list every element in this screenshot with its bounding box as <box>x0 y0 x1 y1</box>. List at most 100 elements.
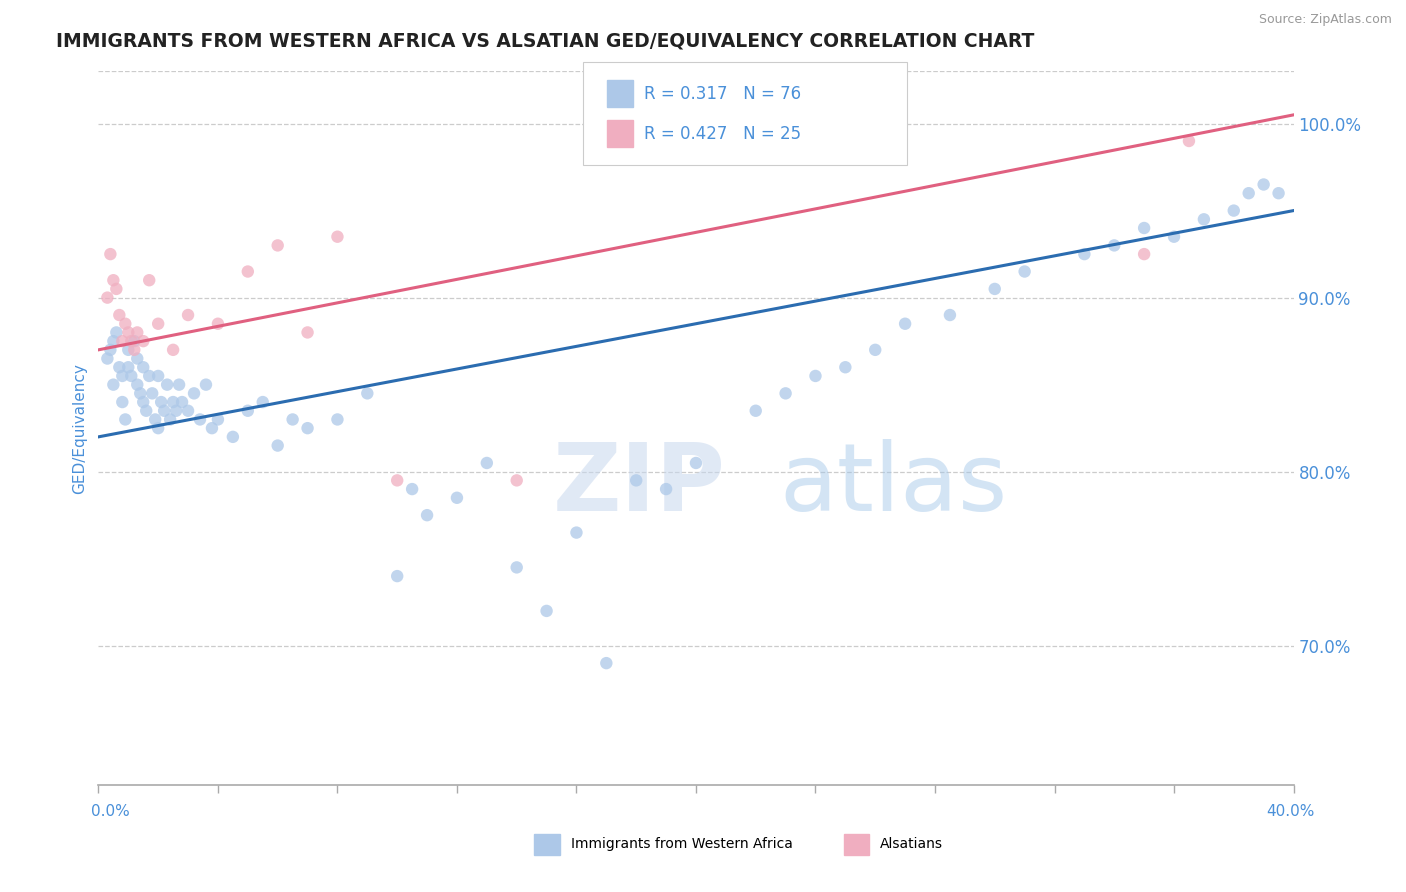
Point <box>124 343 146 357</box>
Point <box>297 421 319 435</box>
Point <box>141 386 163 401</box>
Point <box>1192 212 1215 227</box>
Point <box>108 308 131 322</box>
Y-axis label: GED/Equivalency: GED/Equivalency <box>72 363 87 493</box>
Point <box>626 474 648 488</box>
Point <box>207 317 229 331</box>
Point <box>132 334 155 348</box>
Point <box>153 403 176 417</box>
Point <box>132 360 155 375</box>
Point <box>148 368 170 383</box>
Point <box>804 368 827 383</box>
Point <box>475 456 498 470</box>
Point <box>96 351 118 366</box>
Point <box>1163 229 1185 244</box>
Point <box>124 334 146 348</box>
Point <box>177 308 200 322</box>
Point <box>984 282 1007 296</box>
Point <box>506 474 529 488</box>
Point <box>1223 203 1246 218</box>
Point <box>103 334 125 348</box>
Point <box>114 317 136 331</box>
Point <box>138 368 160 383</box>
Point <box>281 412 304 426</box>
Point <box>1014 264 1036 278</box>
Point <box>111 395 134 409</box>
Point <box>98 343 122 357</box>
Point <box>129 386 152 401</box>
Point <box>1178 134 1201 148</box>
Point <box>143 412 166 426</box>
Point <box>138 273 160 287</box>
Text: atlas: atlas <box>779 439 1008 532</box>
Point <box>201 421 224 435</box>
Point <box>1253 178 1275 192</box>
Point <box>108 360 131 375</box>
Text: 40.0%: 40.0% <box>1267 805 1315 819</box>
Point <box>150 395 173 409</box>
Point <box>446 491 468 505</box>
Point <box>167 377 190 392</box>
Point <box>159 412 181 426</box>
Point <box>111 334 134 348</box>
Point <box>506 560 529 574</box>
Point <box>685 456 707 470</box>
Point <box>1133 247 1156 261</box>
Point <box>207 412 229 426</box>
Point <box>98 247 122 261</box>
Point <box>252 395 274 409</box>
Point <box>1104 238 1126 252</box>
Point <box>111 368 134 383</box>
Point <box>120 368 142 383</box>
Point <box>117 343 139 357</box>
Point <box>834 360 856 375</box>
Text: IMMIGRANTS FROM WESTERN AFRICA VS ALSATIAN GED/EQUIVALENCY CORRELATION CHART: IMMIGRANTS FROM WESTERN AFRICA VS ALSATI… <box>56 31 1035 50</box>
Point <box>117 360 139 375</box>
Point <box>162 343 184 357</box>
Point <box>114 412 136 426</box>
Point <box>536 604 558 618</box>
Point <box>1237 186 1260 201</box>
Point <box>177 403 200 417</box>
Text: R = 0.427   N = 25: R = 0.427 N = 25 <box>644 125 801 143</box>
Point <box>127 377 149 392</box>
Point <box>565 525 588 540</box>
Point <box>1267 186 1289 201</box>
Point <box>297 326 319 340</box>
Text: 0.0%: 0.0% <box>91 805 131 819</box>
Point <box>236 264 259 278</box>
Point <box>865 343 887 357</box>
Point <box>165 403 187 417</box>
Point <box>120 334 142 348</box>
Point <box>156 377 179 392</box>
Text: Source: ZipAtlas.com: Source: ZipAtlas.com <box>1258 13 1392 27</box>
Point <box>1073 247 1095 261</box>
Point <box>188 412 211 426</box>
Text: Immigrants from Western Africa: Immigrants from Western Africa <box>571 837 793 851</box>
Point <box>939 308 962 322</box>
Point <box>103 273 125 287</box>
Point <box>385 569 409 583</box>
Point <box>96 291 118 305</box>
Point <box>222 430 245 444</box>
Point <box>162 395 184 409</box>
Text: R = 0.317   N = 76: R = 0.317 N = 76 <box>644 85 801 103</box>
Point <box>127 326 149 340</box>
Point <box>105 282 128 296</box>
Point <box>416 508 439 523</box>
Point <box>127 351 149 366</box>
Point <box>745 403 768 417</box>
Point <box>356 386 378 401</box>
Text: ZIP: ZIP <box>553 439 725 532</box>
Text: Alsatians: Alsatians <box>880 837 943 851</box>
Point <box>183 386 205 401</box>
Point <box>132 395 155 409</box>
Point <box>236 403 259 417</box>
Point <box>1133 221 1156 235</box>
Point <box>117 326 139 340</box>
Point <box>655 482 678 496</box>
Point <box>103 377 125 392</box>
Point <box>775 386 797 401</box>
Point <box>148 317 170 331</box>
Point <box>385 474 409 488</box>
